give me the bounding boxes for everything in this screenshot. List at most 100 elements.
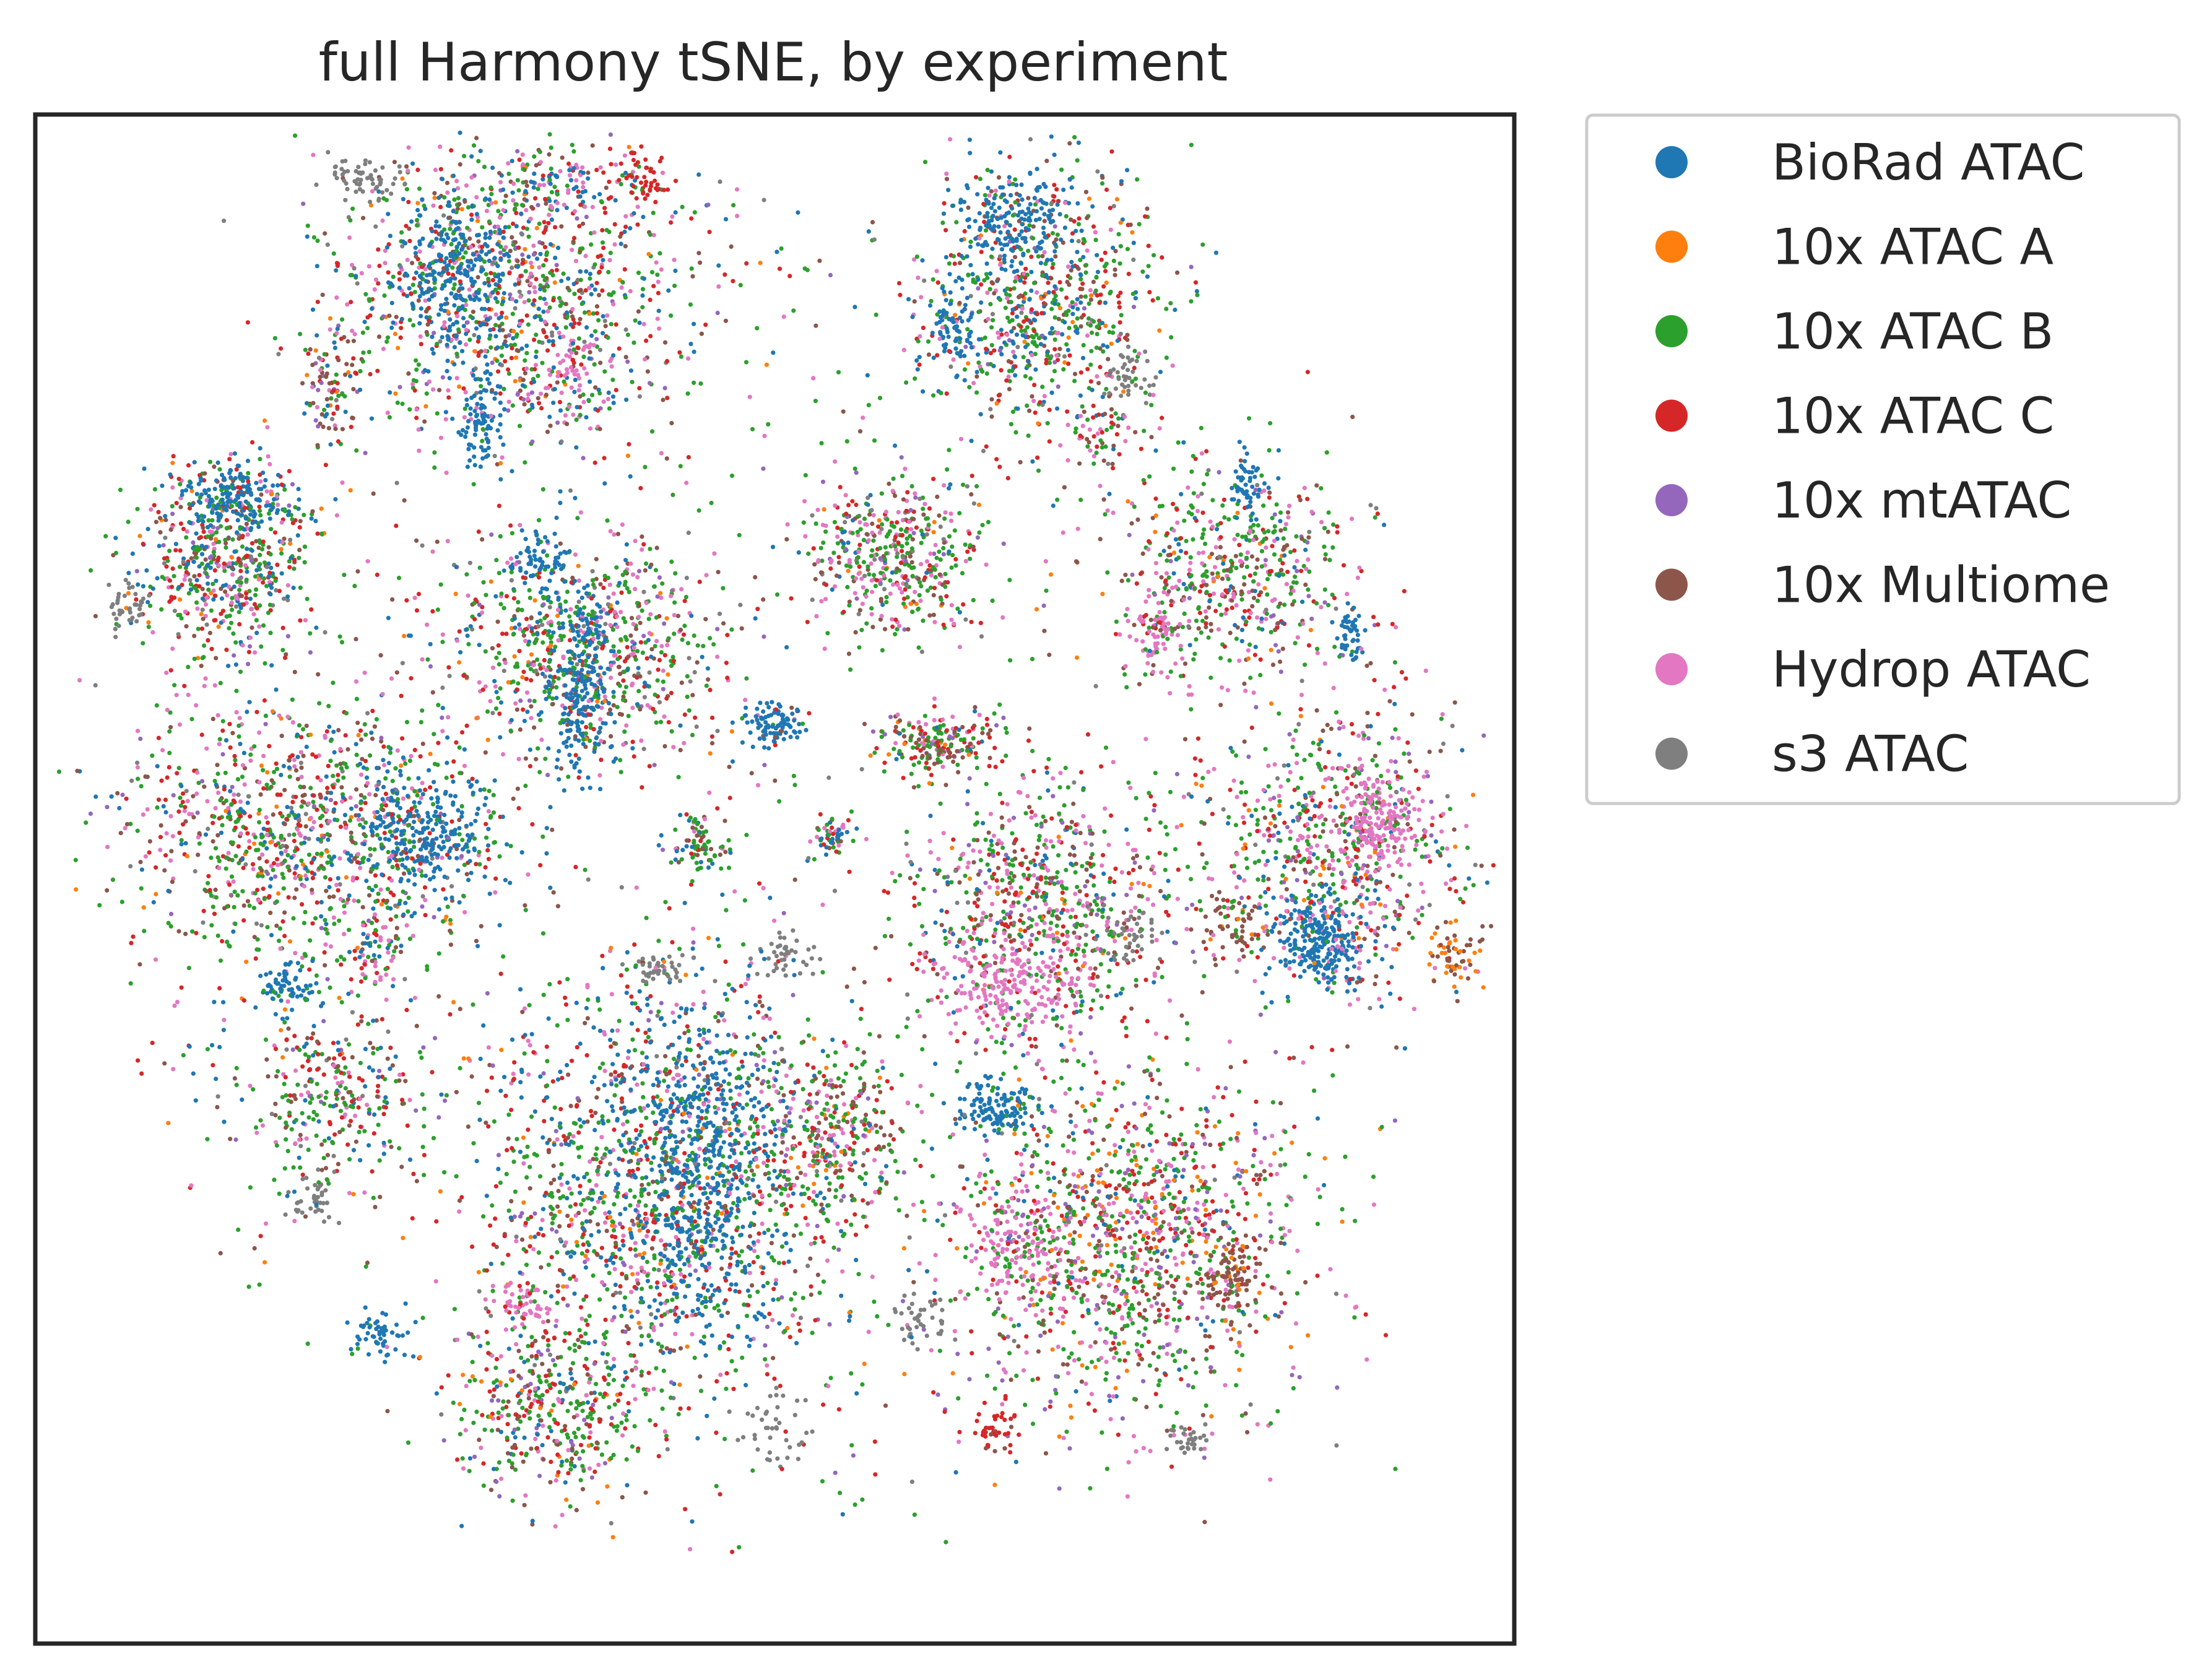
scatter-point: [343, 372, 348, 377]
scatter-point: [959, 253, 964, 259]
scatter-point: [1086, 316, 1091, 321]
scatter-point: [1101, 349, 1106, 354]
scatter-point: [1046, 275, 1051, 280]
scatter-point: [1292, 548, 1297, 553]
scatter-point: [514, 355, 519, 360]
scatter-point: [1254, 565, 1259, 570]
scatter-point: [409, 291, 414, 296]
scatter-point: [285, 594, 290, 599]
scatter-point: [441, 266, 446, 271]
scatter-point: [1059, 167, 1064, 172]
scatter-point: [630, 150, 635, 155]
scatter-point: [522, 197, 527, 202]
scatter-point: [583, 288, 588, 293]
scatter-point: [597, 427, 602, 431]
scatter-point: [940, 601, 945, 606]
scatter-point: [407, 226, 412, 232]
scatter-point: [1135, 517, 1140, 522]
scatter-point: [1055, 406, 1060, 411]
scatter-point: [335, 381, 340, 386]
scatter-point: [1306, 557, 1311, 562]
scatter-point: [832, 584, 838, 589]
scatter-point: [1114, 619, 1119, 624]
scatter-point: [897, 623, 902, 628]
scatter-point: [597, 293, 602, 298]
scatter-point: [1204, 615, 1209, 620]
scatter-point: [1252, 571, 1257, 576]
scatter-point: [1073, 430, 1078, 435]
scatter-point: [352, 179, 357, 184]
scatter-point: [353, 169, 358, 174]
scatter-point: [1022, 217, 1027, 222]
scatter-point: [384, 188, 389, 193]
scatter-point: [1025, 272, 1030, 277]
scatter-point: [609, 162, 614, 167]
scatter-point: [1226, 576, 1231, 581]
scatter-point: [1305, 540, 1310, 545]
scatter-point: [1303, 583, 1308, 587]
scatter-point: [457, 384, 462, 389]
scatter-point: [430, 690, 435, 695]
scatter-point: [1076, 239, 1081, 244]
scatter-point: [854, 470, 859, 475]
scatter-point: [298, 585, 303, 591]
scatter-point: [1123, 573, 1128, 578]
scatter-point: [1194, 618, 1199, 623]
scatter-point: [1239, 589, 1244, 594]
scatter-point: [988, 271, 993, 276]
scatter-point: [960, 309, 965, 314]
scatter-point: [619, 285, 624, 290]
scatter-point: [877, 396, 883, 401]
scatter-point: [947, 486, 952, 491]
scatter-point: [1251, 537, 1256, 542]
scatter-point: [1137, 682, 1142, 687]
scatter-point: [241, 527, 246, 532]
scatter-point: [249, 607, 254, 612]
scatter-point: [115, 598, 120, 603]
scatter-point: [1104, 386, 1109, 392]
scatter-point: [573, 378, 578, 383]
scatter-point: [1072, 135, 1077, 140]
scatter-point: [308, 347, 313, 352]
scatter-point: [1103, 300, 1108, 305]
scatter-point: [269, 492, 274, 496]
scatter-point: [1314, 601, 1319, 606]
scatter-point: [531, 185, 536, 190]
scatter-point: [1187, 618, 1192, 623]
scatter-point: [474, 295, 479, 300]
scatter-point: [631, 340, 636, 345]
scatter-point: [237, 503, 242, 508]
scatter-point: [528, 281, 533, 286]
scatter-point: [1012, 269, 1017, 274]
scatter-point: [641, 322, 646, 327]
scatter-point: [465, 270, 470, 275]
scatter-point: [475, 219, 480, 223]
scatter-point: [933, 542, 938, 548]
scatter-point: [601, 170, 606, 175]
scatter-point: [1196, 626, 1201, 631]
scatter-point: [516, 188, 521, 193]
scatter-point: [1208, 675, 1213, 680]
scatter-point: [447, 376, 452, 381]
scatter-point: [546, 220, 551, 225]
scatter-point: [603, 324, 608, 329]
scatter-point: [464, 331, 469, 336]
scatter-point: [1173, 661, 1178, 666]
scatter-point: [961, 482, 966, 487]
scatter-point: [940, 285, 945, 290]
scatter-point: [1217, 602, 1222, 607]
scatter-point: [1017, 202, 1021, 207]
scatter-point: [442, 308, 447, 313]
scatter-point: [438, 435, 444, 440]
scatter-point: [1004, 378, 1009, 383]
scatter-point: [532, 337, 537, 342]
scatter-point: [460, 349, 465, 353]
scatter-point: [1248, 610, 1253, 615]
scatter-point: [261, 539, 266, 544]
scatter-point: [1121, 389, 1126, 394]
scatter-point: [1023, 344, 1028, 350]
scatter-point: [482, 281, 487, 286]
scatter-point: [1309, 617, 1314, 622]
scatter-point: [466, 593, 471, 598]
scatter-point: [426, 306, 432, 311]
